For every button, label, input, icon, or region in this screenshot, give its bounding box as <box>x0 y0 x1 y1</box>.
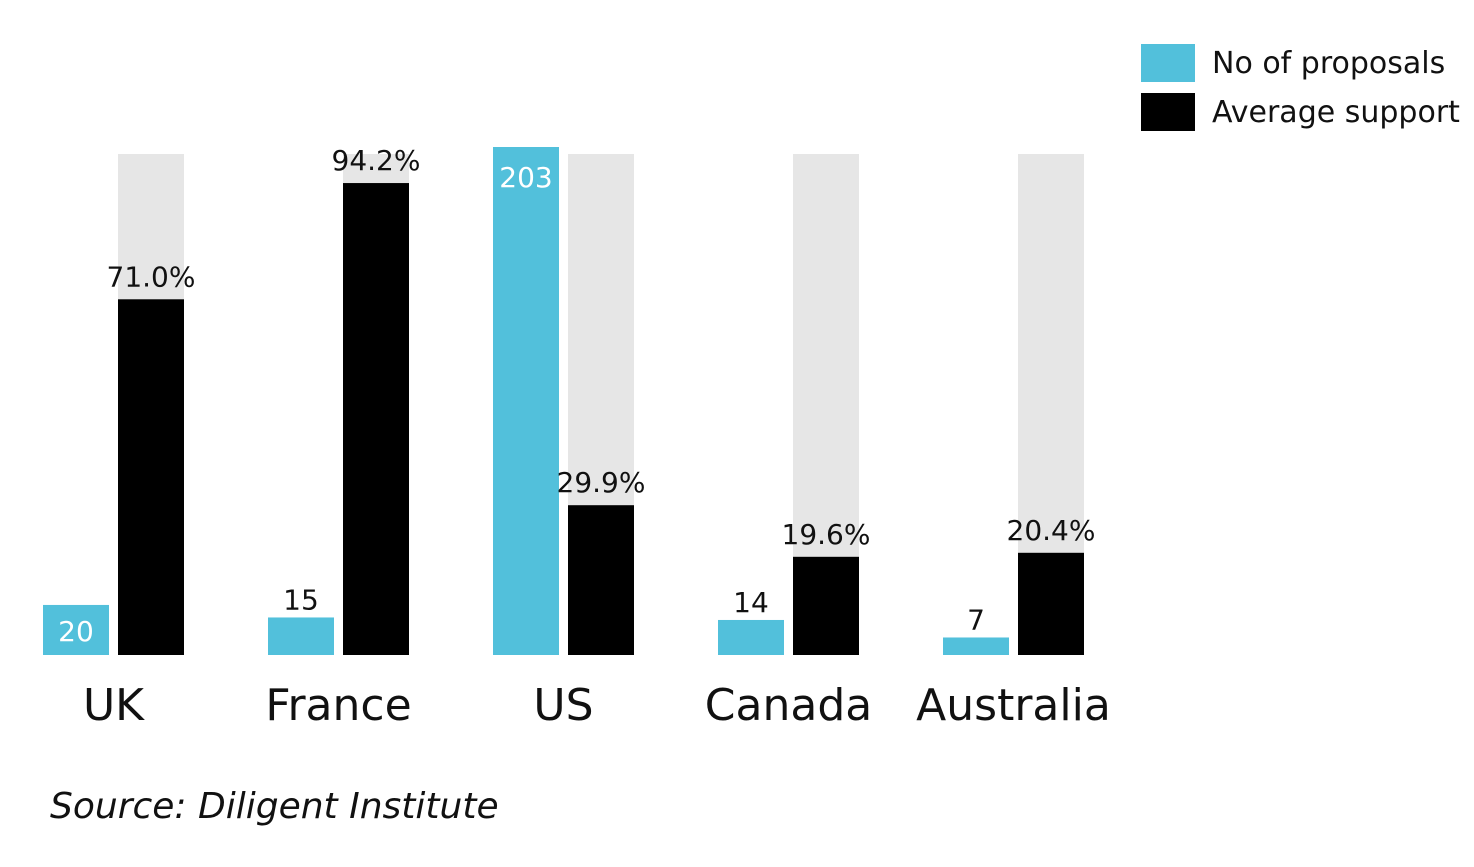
support-bar-4 <box>1018 552 1084 655</box>
proposals-bar-1 <box>268 617 334 655</box>
legend-label-0: No of proposals <box>1212 46 1445 81</box>
proposals-bar-3 <box>718 619 784 655</box>
proposals-label-1: 15 <box>283 583 319 616</box>
support-label-1: 94.2% <box>332 144 421 177</box>
proposals-bar-4 <box>943 637 1009 655</box>
legend-swatch-0 <box>1141 44 1195 82</box>
category-label-4: Australia <box>916 680 1111 731</box>
proposals-label-2: 203 <box>499 161 552 194</box>
proposals-label-4: 7 <box>967 603 985 636</box>
category-label-0: UK <box>83 680 145 731</box>
category-label-1: France <box>265 680 411 731</box>
legend-swatch-1 <box>1141 93 1195 131</box>
support-bar-2 <box>568 505 634 655</box>
proposals-label-0: 20 <box>58 615 94 648</box>
support-label-0: 71.0% <box>107 260 196 293</box>
legend-label-1: Average support <box>1212 95 1460 130</box>
support-bar-1 <box>343 183 409 656</box>
proposals-label-3: 14 <box>733 586 769 619</box>
support-label-4: 20.4% <box>1007 514 1096 547</box>
support-bar-3 <box>793 556 859 655</box>
category-label-3: Canada <box>705 680 872 731</box>
category-label-2: US <box>533 680 593 731</box>
proposals-bar-0 <box>43 604 109 655</box>
support-label-3: 19.6% <box>782 518 871 551</box>
source-note: Source: Diligent Institute <box>50 786 499 827</box>
support-label-2: 29.9% <box>557 466 646 499</box>
support-bar-0 <box>118 299 184 655</box>
proposals-bar-2 <box>493 147 559 655</box>
